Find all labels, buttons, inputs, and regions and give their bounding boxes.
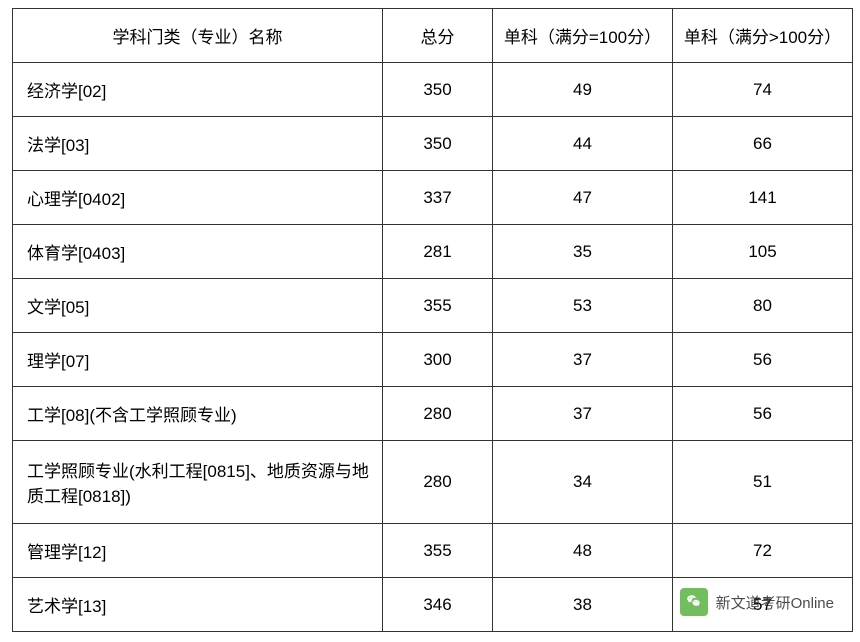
- cell-subject-gt100: 141: [673, 171, 853, 225]
- table-row: 工学[08](不含工学照顾专业)2803756: [13, 387, 853, 441]
- score-table-container: 学科门类（专业）名称 总分 单科（满分=100分） 单科（满分>100分） 经济…: [0, 0, 860, 640]
- table-row: 理学[07]3003756: [13, 333, 853, 387]
- table-row: 经济学[02]3504974: [13, 63, 853, 117]
- cell-subject-100: 48: [493, 524, 673, 578]
- watermark: 新文道考研Online: [680, 588, 834, 616]
- cell-total-score: 350: [383, 63, 493, 117]
- cell-subject-gt100: 51: [673, 441, 853, 524]
- cell-subject-gt100: 72: [673, 524, 853, 578]
- cell-subject-name: 工学照顾专业(水利工程[0815]、地质资源与地质工程[0818]): [13, 441, 383, 524]
- watermark-text: 新文道考研Online: [716, 592, 834, 613]
- table-row: 管理学[12]3554872: [13, 524, 853, 578]
- cell-subject-name: 心理学[0402]: [13, 171, 383, 225]
- cell-total-score: 350: [383, 117, 493, 171]
- cell-subject-name: 文学[05]: [13, 279, 383, 333]
- cell-subject-gt100: 105: [673, 225, 853, 279]
- cell-subject-100: 38: [493, 578, 673, 632]
- cell-subject-100: 35: [493, 225, 673, 279]
- table-row: 法学[03]3504466: [13, 117, 853, 171]
- cell-subject-name: 工学[08](不含工学照顾专业): [13, 387, 383, 441]
- cell-total-score: 281: [383, 225, 493, 279]
- table-row: 体育学[0403]28135105: [13, 225, 853, 279]
- cell-total-score: 355: [383, 279, 493, 333]
- cell-subject-gt100: 80: [673, 279, 853, 333]
- cell-subject-gt100: 56: [673, 387, 853, 441]
- cell-subject-100: 34: [493, 441, 673, 524]
- cell-subject-100: 37: [493, 387, 673, 441]
- cell-total-score: 337: [383, 171, 493, 225]
- table-body: 经济学[02]3504974法学[03]3504466心理学[0402]3374…: [13, 63, 853, 632]
- cell-subject-100: 53: [493, 279, 673, 333]
- wechat-icon: [680, 588, 708, 616]
- table-row: 文学[05]3555380: [13, 279, 853, 333]
- cell-total-score: 346: [383, 578, 493, 632]
- table-row: 工学照顾专业(水利工程[0815]、地质资源与地质工程[0818])280345…: [13, 441, 853, 524]
- cell-subject-100: 44: [493, 117, 673, 171]
- cell-subject-100: 49: [493, 63, 673, 117]
- cell-subject-gt100: 56: [673, 333, 853, 387]
- header-total-score: 总分: [383, 9, 493, 63]
- cell-total-score: 280: [383, 441, 493, 524]
- cell-subject-100: 37: [493, 333, 673, 387]
- cell-total-score: 280: [383, 387, 493, 441]
- cell-subject-gt100: 66: [673, 117, 853, 171]
- cell-subject-gt100: 74: [673, 63, 853, 117]
- cell-total-score: 300: [383, 333, 493, 387]
- cell-total-score: 355: [383, 524, 493, 578]
- cell-subject-name: 管理学[12]: [13, 524, 383, 578]
- header-subject-100: 单科（满分=100分）: [493, 9, 673, 63]
- header-subject-gt100: 单科（满分>100分）: [673, 9, 853, 63]
- cell-subject-name: 艺术学[13]: [13, 578, 383, 632]
- header-subject-name: 学科门类（专业）名称: [13, 9, 383, 63]
- score-table: 学科门类（专业）名称 总分 单科（满分=100分） 单科（满分>100分） 经济…: [12, 8, 853, 632]
- cell-subject-name: 经济学[02]: [13, 63, 383, 117]
- cell-subject-100: 47: [493, 171, 673, 225]
- table-header-row: 学科门类（专业）名称 总分 单科（满分=100分） 单科（满分>100分）: [13, 9, 853, 63]
- cell-subject-name: 理学[07]: [13, 333, 383, 387]
- table-row: 心理学[0402]33747141: [13, 171, 853, 225]
- cell-subject-name: 法学[03]: [13, 117, 383, 171]
- cell-subject-name: 体育学[0403]: [13, 225, 383, 279]
